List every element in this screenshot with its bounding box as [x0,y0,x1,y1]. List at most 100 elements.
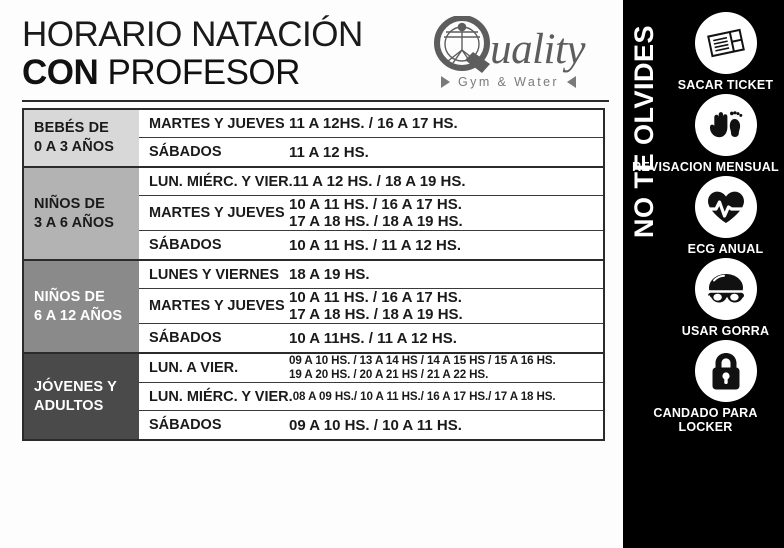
logo-wordmark-row: uality [432,15,585,74]
age-group-label-line: BEBÉS DE [34,120,109,136]
hours-cell: 09 A 10 HS. / 13 A 14 HS / 14 A 15 HS / … [289,354,603,382]
schedule-group: NIÑOS DE 6 A 12 AÑOS LUNES Y VIERNES 18 A 1… [24,261,603,354]
reminder-item: REVISACION MENSUAL [632,94,784,174]
page-title-line1: HORARIO NATACIÓN [22,15,363,54]
hours-cell: 08 A 09 HS./ 10 A 11 HS./ 16 A 17 HS./ 1… [293,390,603,404]
reminder-item: USAR GORRA [667,258,784,338]
schedule-group: JÓVENES Y ADULTOS LUN. A VIER. 09 A 10 HS. … [24,354,603,439]
hours-cell: 11 A 12 HS. [289,144,603,161]
schedule-group-rows: LUN. A VIER. 09 A 10 HS. / 13 A 14 HS / 1… [139,354,603,439]
hours-line: 19 A 20 HS. / 20 A 21 HS / 21 A 22 HS. [289,368,489,381]
age-group-label: NIÑOS DE 6 A 12 AÑOS [24,261,139,352]
age-group-label: JÓVENES Y ADULTOS [24,354,139,439]
age-group-label-line: NIÑOS DE [34,195,105,212]
reminder-item: CANDADO PARA LOCKER [653,340,784,434]
hours-line: 08 A 09 HS./ 10 A 11 HS./ 16 A 17 HS./ 1… [292,389,556,403]
table-row: LUN. MIÉRC. Y VIER. 11 A 12 HS. / 18 A 19… [139,168,603,196]
hours-cell: 10 A 11 HS. / 16 A 17 HS. 17 A 18 HS. / 1… [289,196,603,230]
hours-line: 10 A 11HS. / 11 A 12 HS. [289,329,457,347]
schedule-table: BEBÉS DE 0 A 3 AÑOS MARTES Y JUEVES 11 A 12… [22,108,605,441]
main-panel: HORARIO NATACIÓN CON PROFESOR [12,14,611,441]
hours-line: 17 A 18 HS. / 18 A 19 HS. [289,213,463,230]
reminder-label: SACAR TICKET [677,78,774,92]
hours-line: 10 A 11 HS. / 16 A 17 HS. [289,289,462,306]
days-cell: MARTES Y JUEVES [149,298,285,314]
reminder-item: ECG ANUAL [667,176,784,256]
hours-line: 11 A 12 HS. [289,143,369,161]
reminders-sidebar: NO TE OLVIDES SACAR TICKET REVISACION MEN… [623,0,784,548]
age-group-label: BEBÉS DE 0 A 3 AÑOS [24,110,139,166]
brand-logo: uality Gym & Water [432,15,585,89]
reminder-list: SACAR TICKET REVISACION MENSUAL ECG ANUAL U… [632,0,784,548]
hours-cell: 10 A 11 HS. / 16 A 17 HS. 17 A 18 HS. / 1… [289,289,603,323]
schedule-group: BEBÉS DE 0 A 3 AÑOS MARTES Y JUEVES 11 A 12… [24,110,603,168]
triangle-left-icon [567,76,576,88]
vitruvian-man-in-q-icon [432,15,494,74]
hours-line: 09 A 10 HS. / 13 A 14 HS / 14 A 15 HS / … [289,354,556,367]
swim-cap-goggles-icon [694,258,757,320]
hours-line: 18 A 19 HS. [289,266,370,283]
table-row: LUNES Y VIERNES 18 A 19 HS. [139,261,603,289]
schedule-group-rows: LUNES Y VIERNES 18 A 19 HS. MARTES Y JUEVE… [139,261,603,352]
age-group-label-line: JÓVENES Y [34,378,117,395]
age-group-label-line: ADULTOS [34,397,104,414]
hours-cell: 09 A 10 HS. / 10 A 11 HS. [289,417,603,434]
days-cell: SÁBADOS [149,330,222,346]
table-row: LUN. A VIER. 09 A 10 HS. / 13 A 14 HS / 1… [139,354,603,383]
hours-cell: 10 A 11HS. / 11 A 12 HS. [289,330,603,347]
table-row: MARTES Y JUEVES 10 A 11 HS. / 16 A 17 HS.… [139,289,603,324]
logo-tagline: Gym & Water [441,75,576,89]
days-cell: MARTES Y JUEVES [149,115,285,132]
hours-line: 10 A 11 HS. / 16 A 17 HS. [289,196,462,213]
reminder-label: USAR GORRA [681,324,770,338]
table-row: MARTES Y JUEVES 10 A 11 HS. / 16 A 17 HS.… [139,196,603,231]
hours-line: 09 A 10 HS. / 10 A 11 HS. [289,416,462,434]
age-group-label: NIÑOS DE 3 A 6 AÑOS [24,168,139,259]
poster-header: HORARIO NATACIÓN CON PROFESOR [12,14,611,96]
table-row: MARTES Y JUEVES 11 A 12HS. / 16 A 17 HS. [139,110,603,138]
hours-line: 11 A 12 HS. / 18 A 19 HS. [292,173,466,190]
hours-cell: 18 A 19 HS. [289,266,603,283]
triangle-right-icon [441,76,451,88]
hours-cell: 11 A 12 HS. / 18 A 19 HS. [293,173,603,190]
header-divider [22,100,609,102]
days-cell: SÁBADOS [149,237,222,253]
schedule-group-rows: LUN. MIÉRC. Y VIER. 11 A 12 HS. / 18 A 19… [139,168,603,259]
reminder-item: SACAR TICKET [667,12,784,92]
reminder-label: CANDADO PARA LOCKER [653,406,758,434]
age-group-label-line: 6 A 12 AÑOS [34,307,123,324]
page-title-emphasis: CON [22,53,99,92]
schedule-group: NIÑOS DE 3 A 6 AÑOS LUN. MIÉRC. Y VIER. 11 … [24,168,603,261]
heart-ecg-icon [694,176,757,238]
schedule-group-rows: MARTES Y JUEVES 11 A 12HS. / 16 A 17 HS. S… [139,110,603,166]
hours-line: 17 A 18 HS. / 18 A 19 HS. [289,306,463,323]
table-row: SÁBADOS 10 A 11 HS. / 11 A 12 HS. [139,231,603,259]
reminder-label: REVISACION MENSUAL [632,160,779,174]
table-row: LUN. MIÉRC. Y VIER. 08 A 09 HS./ 10 A 11 … [139,383,603,411]
days-cell: LUN. MIÉRC. Y VIER. [149,388,293,405]
days-cell: SÁBADOS [149,417,222,433]
days-cell: LUN. A VIER. [149,360,239,376]
logo-tagline-text: Gym & Water [458,75,559,89]
days-cell: LUNES Y VIERNES [149,266,280,283]
logo-wordmark-text: uality [490,26,585,73]
age-group-label-line: 3 A 6 AÑOS [34,214,114,231]
reminder-label: ECG ANUAL [687,242,764,256]
hours-line: 11 A 12HS. / 16 A 17 HS. [289,115,458,132]
padlock-icon [694,340,757,402]
days-cell: MARTES Y JUEVES [149,205,285,221]
age-group-label-line: NIÑOS DE [34,288,105,305]
hours-cell: 11 A 12HS. / 16 A 17 HS. [289,115,603,132]
page-title-rest: PROFESOR [98,53,301,92]
table-row: SÁBADOS 10 A 11HS. / 11 A 12 HS. [139,324,603,352]
sidebar-vertical-title-text: NO TE OLVIDES [629,24,660,239]
days-cell: SÁBADOS [149,144,222,160]
days-cell: LUN. MIÉRC. Y VIER. [149,173,293,190]
hours-line: 10 A 11 HS. / 11 A 12 HS. [289,236,462,254]
hours-cell: 10 A 11 HS. / 11 A 12 HS. [289,237,603,254]
page-title-line2: CON PROFESOR [22,54,363,92]
table-row: SÁBADOS 09 A 10 HS. / 10 A 11 HS. [139,411,603,439]
sidebar-vertical-title: NO TE OLVIDES [623,0,667,548]
hand-and-foot-icon [694,94,757,156]
